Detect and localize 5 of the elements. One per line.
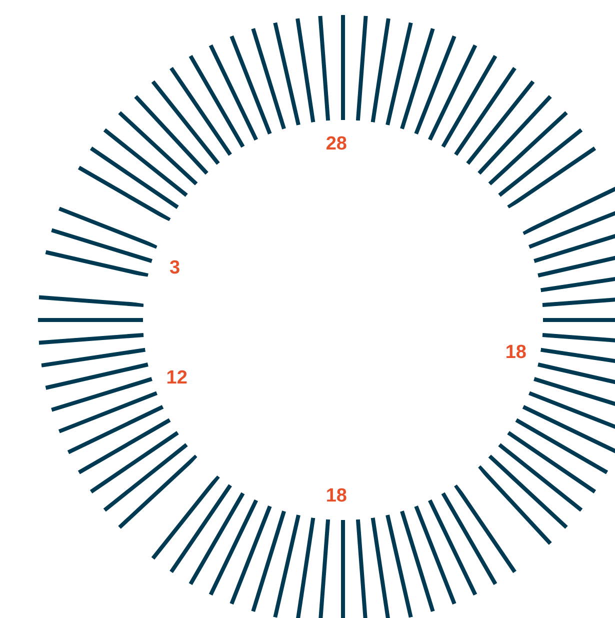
data-label: 18 xyxy=(505,342,526,364)
data-label: 12 xyxy=(166,368,188,389)
data-label: 28 xyxy=(326,134,347,155)
data-label: 18 xyxy=(326,485,347,506)
data-label: 3 xyxy=(170,258,180,279)
